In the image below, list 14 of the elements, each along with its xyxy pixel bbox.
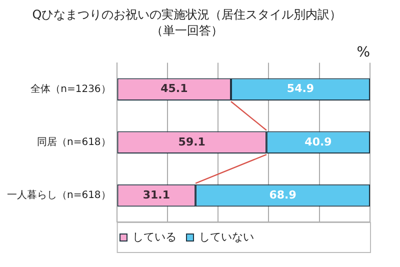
legend-label: していない (199, 230, 254, 244)
text: % (356, 44, 370, 60)
y-tick-label: 全体（n=1236） (30, 82, 111, 95)
data-label: 31.1 (142, 188, 170, 202)
data-label: 68.9 (269, 188, 296, 202)
chart-title: Qひなまつりのお祝いの実施状況（居住スタイル別内訳） (32, 7, 342, 22)
y-tick-label: 一人暮らし（n=618） (6, 189, 111, 202)
data-label: 45.1 (160, 82, 188, 96)
data-label: 59.1 (178, 135, 206, 148)
data-label: 54.9 (286, 82, 314, 96)
legend-label: している (132, 230, 176, 244)
y-tick-label: 同居（n=618） (36, 136, 111, 148)
chart-subtitle: （単一回答） (151, 24, 223, 38)
data-label: 40.9 (304, 135, 332, 148)
